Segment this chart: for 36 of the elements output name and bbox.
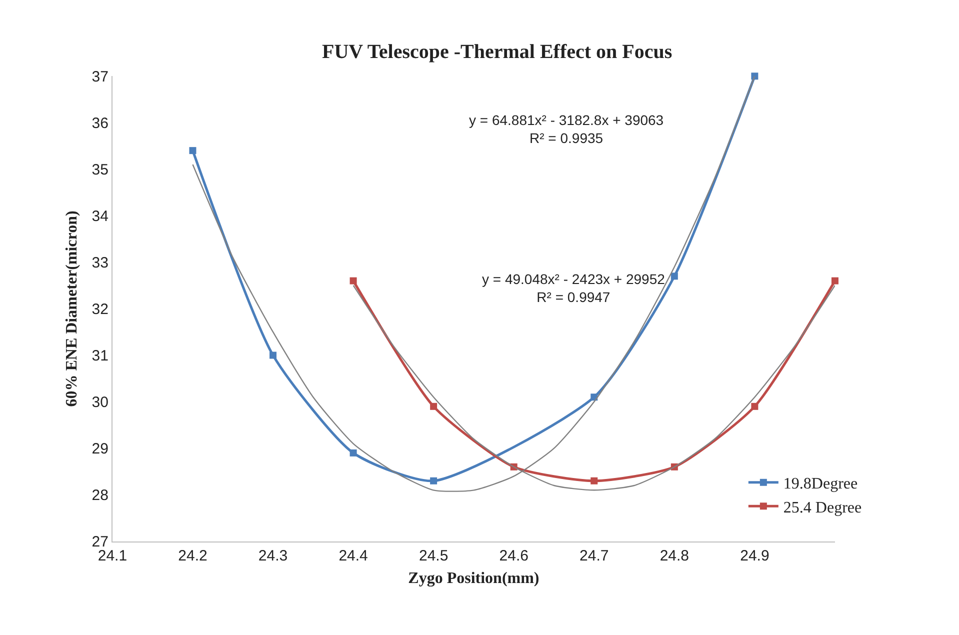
x-tick-label: 24.6 <box>499 547 528 564</box>
x-tick-label: 24.3 <box>258 547 288 564</box>
point <box>670 272 678 280</box>
annotation: y = 64.881x² - 3182.8x + 39063 R² = 0.9935 <box>469 112 664 146</box>
x-tick-label: 24.9 <box>740 547 770 564</box>
point <box>751 402 758 410</box>
point <box>350 449 357 456</box>
y-tick-label: 32 <box>92 300 108 318</box>
x-tick-label: 24.4 <box>338 547 368 564</box>
point <box>751 72 758 80</box>
y-tick-label: 33 <box>92 254 108 272</box>
annotation: y = 49.048x² - 2423x + 29952 R² = 0.9947 <box>482 271 666 306</box>
y-tick-label: 34 <box>92 208 108 225</box>
y-tick-label: 29 <box>92 440 108 458</box>
legend-label: 19.8Degree <box>783 476 858 493</box>
chart-title: FUV Telescope -Thermal Effect on Focus <box>322 41 672 63</box>
y-tick-label: 35 <box>92 161 108 178</box>
legend-label: 25.4 Degree <box>783 499 862 516</box>
y-tick-label: 37 <box>92 68 108 86</box>
point <box>430 402 438 410</box>
point <box>189 147 196 154</box>
x-tick-label: 24.8 <box>660 547 690 564</box>
point <box>350 277 357 284</box>
y-tick-label: 30 <box>92 394 108 412</box>
y-tick-label: 36 <box>92 114 108 132</box>
y-axis-title: 60% ENE Diameter(micron) <box>64 210 81 407</box>
y-tick-label: 28 <box>92 487 108 504</box>
x-tick-label: 24.5 <box>418 547 448 564</box>
y-tick-label: 31 <box>92 347 108 364</box>
point <box>270 352 277 359</box>
x-tick-label: 24.7 <box>580 547 609 564</box>
x-axis-title: Zygo Position(mm) <box>408 570 540 588</box>
point <box>831 277 838 284</box>
point <box>430 477 438 484</box>
point <box>590 477 598 484</box>
x-tick-label: 24.2 <box>178 547 208 564</box>
